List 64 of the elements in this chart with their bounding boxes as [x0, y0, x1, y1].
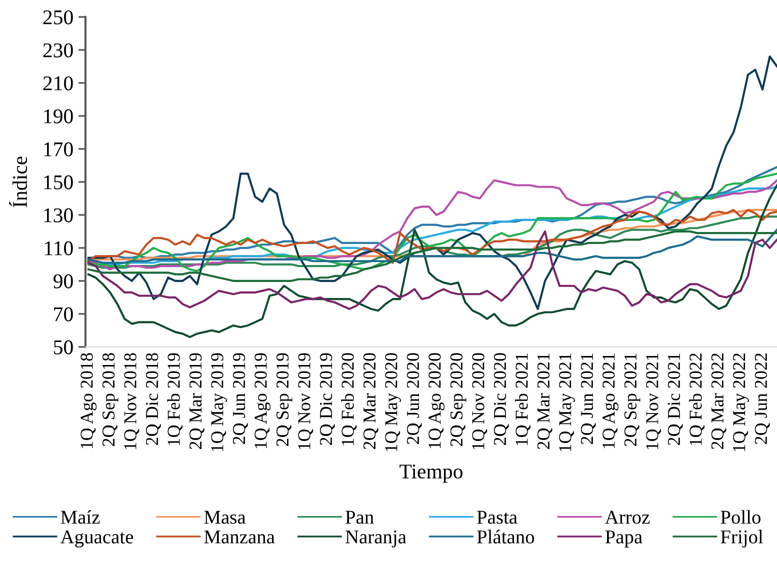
y-tick-label: 130: [44, 208, 73, 222]
line-series: [87, 184, 777, 338]
x-tick-label: 2Q Jun 2020: [406, 353, 422, 444]
legend-label: Maíz: [60, 510, 100, 524]
x-tick-label: 2Q Jun 2019: [232, 353, 248, 444]
y-tick-label: 110: [45, 241, 73, 256]
x-tick-label: 1Q Ago 2019: [254, 353, 271, 448]
x-tick-label: 1Q May 2020: [385, 353, 402, 452]
y-tick-label: 190: [44, 109, 73, 124]
line-series: [87, 216, 777, 269]
y-tick-label: 230: [43, 43, 73, 58]
line-series: [87, 56, 777, 310]
y-tick-label: 210: [43, 76, 73, 90]
legend-label: Frijol: [720, 530, 763, 548]
x-tick-label: 1Q May 2019: [211, 353, 228, 452]
x-tick-label: 1Q Feb 2019: [167, 353, 183, 446]
line-series: [87, 208, 777, 264]
legend-label: Manzana: [204, 530, 275, 544]
legend-label: Aguacate: [60, 530, 134, 548]
y-tick-label: 170: [44, 142, 73, 156]
y-axis-title: Índice: [9, 156, 28, 208]
legend-label: Arroz: [605, 510, 650, 524]
x-tick-label: 1Q Ago 2020: [428, 353, 444, 448]
x-tick-label: 2Q Mar 2019: [189, 353, 204, 449]
x-tick-label: 1Q Feb 2020: [341, 353, 357, 446]
x-tick-label: 2Q Sep 2021: [624, 354, 640, 446]
x-tick-label: 2Q Dic 2019: [320, 353, 335, 445]
y-tick-label: 50: [54, 340, 73, 354]
legend-label: Papa: [605, 530, 642, 548]
x-tick-label: 2Q Dic 2018: [146, 353, 161, 445]
x-tick-label: 2Q Jun 2022: [754, 353, 770, 444]
x-tick-label: 2Q Mar 2021: [537, 354, 552, 449]
x-tick-label: 2Q Dic 2021: [668, 354, 683, 445]
y-tick-label: 90: [54, 274, 73, 288]
x-tick-label: 2Q Mar 2020: [363, 353, 378, 449]
y-tick-label: 150: [44, 175, 73, 190]
legend-label: Pasta: [477, 510, 518, 524]
x-tick-label: 1Q May 2021: [559, 354, 575, 452]
x-tick-label: 1Q Nov 2018: [124, 353, 140, 450]
x-tick-label: 1Q Ago 2021: [602, 354, 618, 448]
x-axis-title: Tiempo: [400, 464, 462, 483]
x-tick-label: 1Q Ago 2018: [80, 353, 97, 448]
line-series: [87, 230, 777, 282]
line-series: [87, 228, 777, 264]
x-tick-label: 2Q Mar 2022: [711, 353, 726, 449]
legend-label: Pan: [346, 510, 374, 524]
x-tick-label: 1Q May 2022: [733, 353, 749, 452]
legend-label: Naranja: [346, 530, 406, 548]
y-tick-label: 250: [43, 10, 73, 24]
legend-label: Pollo: [720, 510, 760, 524]
legend-label: Masa: [204, 510, 246, 524]
x-tick-label: 1Q Nov 2021: [646, 354, 662, 450]
x-tick-label: 2Q Sep 2020: [450, 353, 466, 446]
x-tick-label: 1Q Feb 2021: [515, 354, 531, 446]
x-tick-label: 2Q Sep 2019: [276, 353, 292, 446]
x-tick-label: 1Q Nov 2019: [298, 353, 314, 450]
x-tick-label: 1Q Nov 2020: [472, 353, 488, 450]
x-tick-label: 2Q Jun 2021: [580, 354, 596, 444]
legend-label: Plátano: [477, 530, 534, 544]
x-tick-label: 2Q Dic 2020: [494, 353, 509, 445]
x-tick-label: 2Q Sep 2018: [102, 353, 118, 446]
x-tick-label: 1Q Feb 2022: [689, 353, 705, 446]
y-tick-label: 70: [54, 307, 73, 322]
line-series: [87, 230, 777, 310]
